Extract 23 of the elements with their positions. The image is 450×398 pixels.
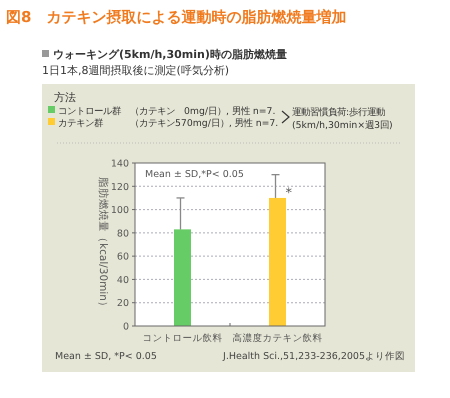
y-tick-label: 80 — [116, 228, 129, 240]
y-tick-label: 100 — [110, 205, 129, 216]
y-tick-label: 20 — [116, 298, 129, 310]
annotation: Mean ± SD,*P< 0.05 — [145, 169, 244, 180]
text: 1日1本,8週間摂取後に測定(呼気分析) — [42, 64, 230, 77]
text: コントロール群 （カテキン 0mg/日）, 男性 n=7. — [58, 106, 276, 117]
chart-title: 図8 カテキン摂取による運動時の脂肪燃焼量増加 — [6, 8, 346, 26]
text: (5km/h,30min×週3回) — [292, 120, 393, 131]
y-tick-label: 0 — [122, 322, 129, 332]
text: Mean ± SD, *P< 0.05 — [55, 351, 157, 362]
y-tick-label: 140 — [110, 158, 129, 170]
x-tick-label: コントロール飲料 — [142, 332, 222, 344]
chart-subtitle: ウォーキング(5km/h,30min)時の脂肪燃焼量 — [53, 48, 287, 61]
annotation: * — [286, 186, 292, 202]
y-tick-label: 60 — [116, 252, 129, 263]
text: J.Health Sci.,51,233-236,2005より作図 — [222, 351, 405, 362]
y-tick-label: 40 — [116, 274, 129, 286]
y-axis-title: 脂肪燃焼量（kcal/30min） — [97, 177, 110, 312]
x-tick-label: 高濃度カテキン飲料 — [232, 332, 322, 344]
text: 方法 — [54, 91, 76, 104]
text: 運動習慣負荷:歩行運動 — [292, 107, 386, 118]
text: カテキン群 （カテキン570mg/日）, 男性 n=7. — [58, 118, 278, 129]
y-tick-label: 120 — [110, 182, 129, 193]
